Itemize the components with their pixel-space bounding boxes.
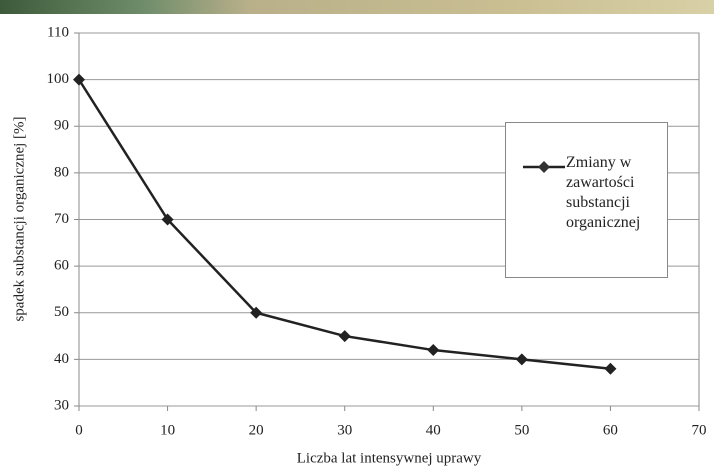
legend-entry: Zmiany w zawartości substancji organiczn…: [566, 154, 641, 231]
y-tick-label: 70: [54, 211, 69, 227]
photo-strip: [0, 0, 714, 14]
data-point: [161, 213, 174, 226]
x-tick-label: 20: [249, 422, 264, 438]
x-tick-label: 0: [75, 422, 83, 438]
legend-symbol: [523, 161, 565, 173]
x-tick-label: 30: [337, 422, 352, 438]
y-tick-label: 90: [54, 118, 69, 134]
data-point: [73, 73, 85, 86]
data-point: [427, 344, 440, 357]
data-point: [338, 330, 351, 343]
x-tick-label: 50: [514, 422, 529, 438]
y-tick-label: 100: [47, 71, 70, 87]
x-axis-label: Liczba lat intensywnej uprawy: [297, 450, 482, 466]
data-point: [604, 362, 617, 375]
data-point: [515, 353, 528, 366]
data-point: [250, 306, 263, 319]
y-tick-label: 60: [54, 258, 69, 274]
y-tick-label: 50: [54, 304, 69, 320]
y-tick-label: 110: [47, 24, 69, 40]
x-tick-label: 10: [160, 422, 175, 438]
y-tick-label: 80: [54, 164, 69, 180]
x-tick-label: 70: [692, 422, 707, 438]
x-tick-label: 60: [603, 422, 618, 438]
y-axis-label: spadek substancji organicznej [%]: [11, 116, 27, 321]
y-tick-label: 30: [54, 397, 69, 413]
y-tick-label: 40: [54, 351, 69, 367]
x-tick-label: 40: [426, 422, 441, 438]
legend: Zmiany w zawartości substancji organiczn…: [505, 122, 668, 278]
